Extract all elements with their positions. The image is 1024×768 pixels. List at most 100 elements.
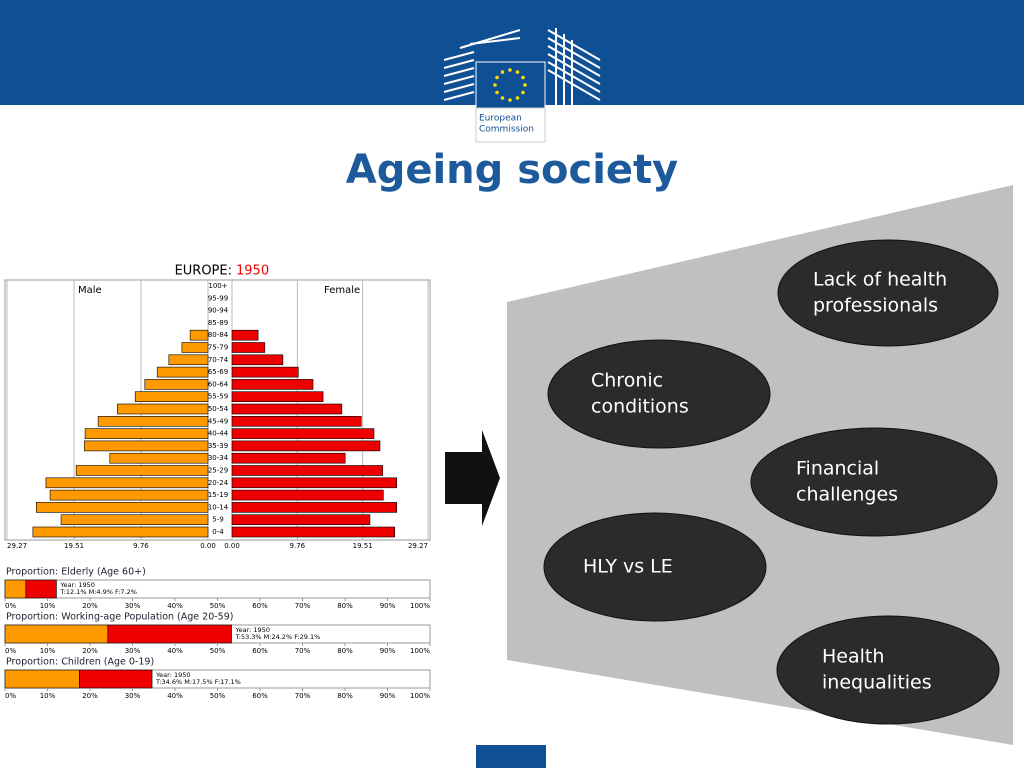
x-tick-label: 100% [410,602,430,610]
bubble [776,615,1000,725]
proportion-segment [4,579,27,599]
logo-building [443,28,601,105]
female-bar [231,477,398,489]
male-bar [60,514,209,526]
age-label: 25-29 [208,467,228,475]
star [495,75,499,80]
star [493,83,497,87]
proportion-annotation: T:53.3% M:24.2% F:29.1% [235,633,321,641]
bubble-text: Health [822,646,884,668]
male-bar [168,354,209,366]
male-bar [75,465,209,476]
bubble-text: challenges [796,484,898,506]
female-bar [231,428,375,439]
age-label: 95-99 [208,294,228,302]
x-tick-label: 40% [167,692,183,700]
proportion-title: Proportion: Working-age Population (Age … [6,612,233,623]
pyramid-year: 1950 [236,264,269,279]
age-label: 60-64 [208,380,229,388]
x-tick-label: 30% [125,692,141,700]
proportion-segment [25,579,57,599]
proportion-annotation: T:12.1% M:4.9% F:7.2% [59,588,136,596]
age-label: 50-54 [208,405,229,413]
x-tick-label: 100% [410,692,430,700]
male-bar [32,526,209,538]
x-tick-label: 90% [380,647,396,655]
proportion-title: Proportion: Elderly (Age 60+) [6,567,146,578]
male-bar [156,366,209,378]
bubble-text: HLY vs LE [583,556,673,578]
x-tick-label: 30% [125,647,141,655]
female-bar [231,465,383,476]
x-tick-label: 80% [337,602,353,610]
age-label: 30-34 [208,454,229,462]
star [500,70,505,74]
female-bar [231,342,266,353]
age-label: 65-69 [208,368,228,376]
x-tick-label: 9.76 [290,542,306,550]
x-tick-label: 60% [252,602,268,610]
star [523,83,527,87]
male-bar [144,379,209,390]
star [508,68,512,72]
bubble-text: conditions [591,396,689,418]
proportion-segment [4,669,80,689]
female-bar [231,366,299,378]
bubble-text: Chronic [591,370,663,392]
male-bar [84,428,209,439]
male-bar [97,415,209,427]
x-tick-label: 10% [40,647,56,655]
age-label: 40-44 [208,430,229,438]
x-tick-label: 50% [210,692,226,700]
x-tick-label: 50% [210,647,226,655]
x-tick-label: 0.00 [224,542,240,550]
eu-stars [493,68,527,102]
x-tick-label: 40% [167,602,183,610]
pyramid-title: EUROPE: [175,264,232,279]
male-bar [109,452,209,464]
legend-male: Male [78,285,102,296]
star [521,90,525,95]
age-label: 10-14 [208,503,229,511]
logo-text: Commission [479,125,534,135]
proportion-annotation: Year: 1950 [235,626,270,634]
x-tick-label: 20% [82,647,98,655]
footer-block [476,745,546,768]
x-tick-label: 100% [410,647,430,655]
proportion-annotation: Year: 1950 [155,671,190,679]
star [508,98,512,102]
male-bar [84,440,209,452]
slide-title: Ageing society [346,147,679,193]
bubble [543,512,767,622]
female-bar [231,489,384,501]
female-bar [231,329,259,341]
age-label: 90-94 [208,307,229,315]
star [500,96,505,100]
x-tick-label: 0% [5,602,16,610]
proportion-segment [4,624,109,644]
bubble [750,427,998,537]
logo-text: European [479,114,522,124]
x-tick-label: 19.51 [64,542,84,550]
age-label: 80-84 [208,331,229,339]
x-tick-label: 9.76 [133,542,149,550]
male-bar [189,329,209,341]
age-label: 70-74 [208,356,229,364]
female-bar [231,354,284,366]
female-bar [231,514,371,526]
bubble [547,339,771,449]
female-bar [231,502,398,513]
male-bar [134,391,209,403]
female-bar [231,391,324,403]
age-label: 55-59 [208,393,228,401]
proportion-title: Proportion: Children (Age 0-19) [6,657,154,668]
age-label: 45-49 [208,417,228,425]
proportion-annotation: Year: 1950 [59,581,94,589]
star [515,70,520,74]
x-tick-label: 40% [167,647,183,655]
male-bar [45,477,209,489]
age-label: 75-79 [208,344,228,352]
age-label: 0-4 [212,528,224,536]
age-label: 15-19 [208,491,228,499]
